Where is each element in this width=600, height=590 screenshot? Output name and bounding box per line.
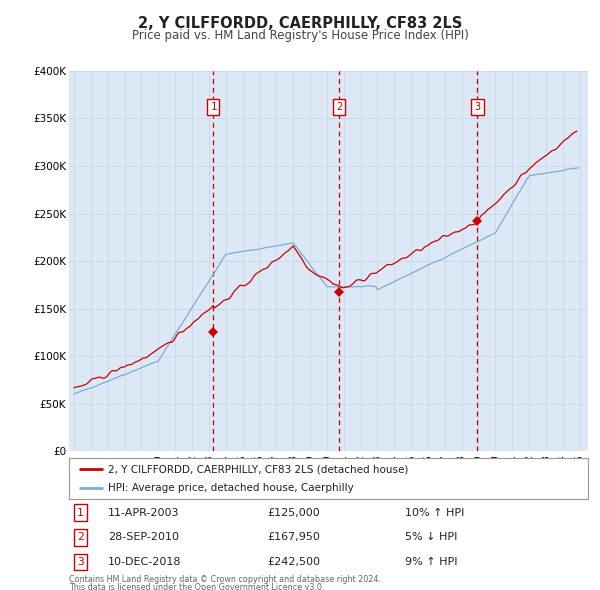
Text: £125,000: £125,000 (267, 508, 320, 517)
Text: 2, Y CILFFORDD, CAERPHILLY, CF83 2LS (detached house): 2, Y CILFFORDD, CAERPHILLY, CF83 2LS (de… (108, 464, 409, 474)
Text: 1: 1 (77, 508, 84, 517)
Text: 3: 3 (475, 102, 481, 112)
Text: 3: 3 (77, 557, 84, 567)
Text: Price paid vs. HM Land Registry's House Price Index (HPI): Price paid vs. HM Land Registry's House … (131, 29, 469, 42)
Text: HPI: Average price, detached house, Caerphilly: HPI: Average price, detached house, Caer… (108, 483, 353, 493)
Text: 10% ↑ HPI: 10% ↑ HPI (405, 508, 464, 517)
Text: 2: 2 (77, 532, 84, 542)
Text: Contains HM Land Registry data © Crown copyright and database right 2024.: Contains HM Land Registry data © Crown c… (69, 575, 381, 584)
Text: This data is licensed under the Open Government Licence v3.0.: This data is licensed under the Open Gov… (69, 583, 325, 590)
Text: 2: 2 (336, 102, 343, 112)
Text: 5% ↓ HPI: 5% ↓ HPI (405, 532, 457, 542)
Text: £167,950: £167,950 (267, 532, 320, 542)
Text: 28-SEP-2010: 28-SEP-2010 (108, 532, 179, 542)
Text: £242,500: £242,500 (267, 557, 320, 567)
Text: 11-APR-2003: 11-APR-2003 (108, 508, 179, 517)
Text: 9% ↑ HPI: 9% ↑ HPI (405, 557, 458, 567)
Text: 10-DEC-2018: 10-DEC-2018 (108, 557, 182, 567)
Text: 1: 1 (210, 102, 217, 112)
Text: 2, Y CILFFORDD, CAERPHILLY, CF83 2LS: 2, Y CILFFORDD, CAERPHILLY, CF83 2LS (138, 16, 462, 31)
